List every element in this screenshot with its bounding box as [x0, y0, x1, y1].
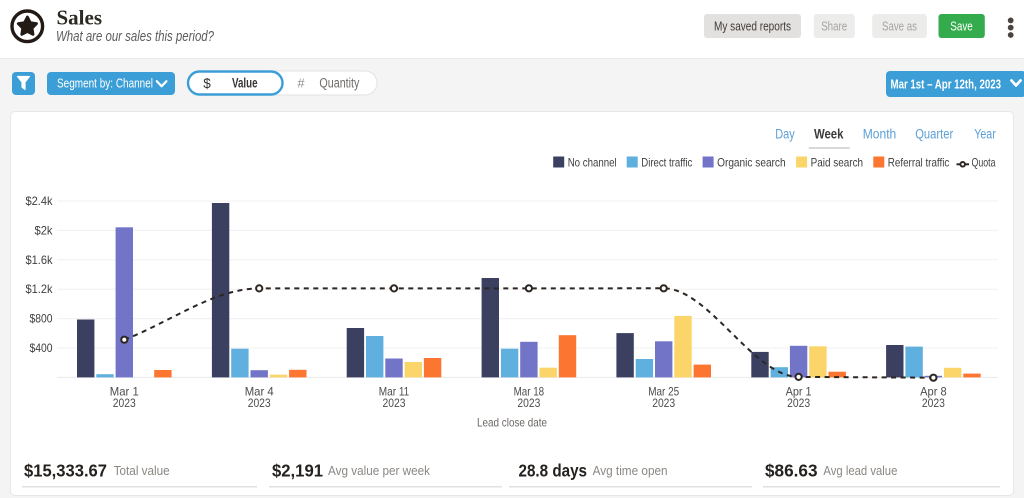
- svg-text:Quantity: Quantity: [319, 76, 359, 91]
- svg-text:What are our sales this period: What are our sales this period?: [56, 28, 214, 45]
- svg-text:Share: Share: [821, 19, 847, 34]
- svg-text:2023: 2023: [922, 396, 945, 410]
- svg-text:Direct traffic: Direct traffic: [641, 155, 692, 169]
- svg-text:2023: 2023: [383, 396, 406, 410]
- svg-text:$800: $800: [30, 312, 53, 326]
- svg-text:$2.4k: $2.4k: [26, 194, 54, 208]
- svg-text:Avg value per week: Avg value per week: [328, 464, 431, 478]
- svg-text:$400: $400: [30, 341, 53, 355]
- svg-text:Avg lead value: Avg lead value: [823, 464, 897, 478]
- svg-text:Quarter: Quarter: [915, 127, 953, 142]
- svg-text:Sales: Sales: [57, 6, 103, 30]
- svg-text:Avg time open: Avg time open: [593, 464, 668, 478]
- svg-text:Save: Save: [950, 19, 973, 34]
- svg-text:$1.2k: $1.2k: [26, 282, 54, 296]
- svg-text:Apr 1: Apr 1: [786, 385, 812, 399]
- svg-text:$86.63: $86.63: [765, 461, 818, 481]
- svg-text:Save as: Save as: [882, 19, 917, 34]
- svg-text:Year: Year: [974, 127, 996, 142]
- svg-text:Paid search: Paid search: [811, 155, 864, 169]
- svg-text:2023: 2023: [248, 396, 271, 410]
- svg-text:Apr 8: Apr 8: [920, 385, 947, 399]
- svg-text:Lead close date: Lead close date: [477, 416, 547, 430]
- svg-text:Quota: Quota: [972, 155, 996, 169]
- svg-text:2023: 2023: [787, 396, 810, 410]
- svg-text:Segment by: Channel: Segment by: Channel: [57, 77, 153, 91]
- svg-text:Organic search: Organic search: [717, 155, 786, 169]
- svg-text:28.8 days: 28.8 days: [519, 461, 588, 481]
- svg-text:Value: Value: [232, 76, 258, 91]
- svg-text:Day: Day: [775, 127, 795, 142]
- svg-text:$2,191: $2,191: [272, 461, 323, 481]
- svg-text:Week: Week: [814, 127, 844, 142]
- svg-text:Mar 1: Mar 1: [110, 385, 139, 399]
- svg-text:#: #: [297, 76, 305, 91]
- svg-text:Mar 25: Mar 25: [648, 385, 679, 399]
- svg-text:Month: Month: [863, 127, 897, 142]
- svg-text:My saved reports: My saved reports: [714, 19, 791, 34]
- svg-text:Mar 1st – Apr 12th, 2023: Mar 1st – Apr 12th, 2023: [891, 77, 1002, 92]
- svg-text:$15,333.67: $15,333.67: [24, 461, 107, 481]
- svg-text:$2k: $2k: [35, 223, 54, 237]
- svg-text:2023: 2023: [652, 396, 675, 410]
- svg-text:Mar 4: Mar 4: [245, 385, 274, 399]
- svg-text:No channel: No channel: [568, 155, 617, 169]
- svg-text:2023: 2023: [113, 396, 136, 410]
- svg-text:$1.6k: $1.6k: [26, 253, 54, 267]
- svg-text:Total value: Total value: [114, 464, 170, 478]
- svg-text:Referral traffic: Referral traffic: [888, 155, 950, 169]
- svg-text:Mar 18: Mar 18: [514, 385, 545, 399]
- svg-text:Mar 11: Mar 11: [379, 385, 410, 399]
- svg-text:$: $: [203, 76, 211, 91]
- svg-text:2023: 2023: [517, 396, 540, 410]
